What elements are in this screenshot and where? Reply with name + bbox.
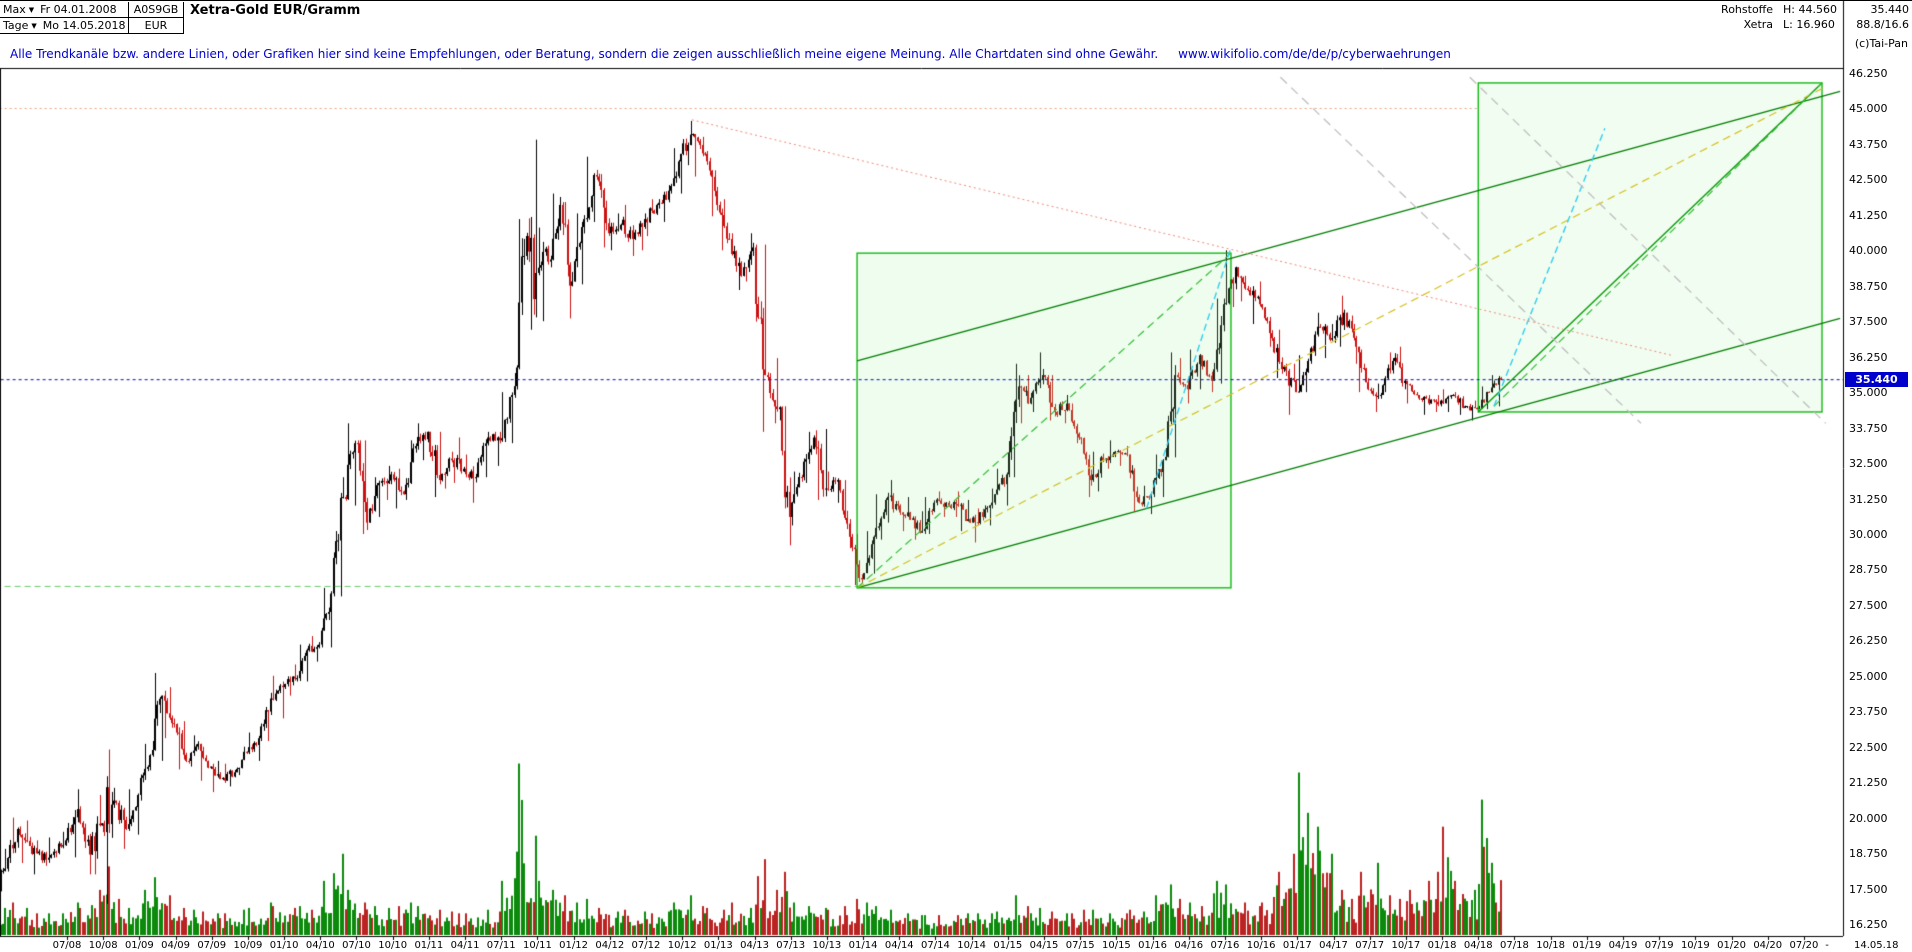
x-axis-label: 04/12 (595, 940, 625, 951)
x-axis-label: 04/17 (1319, 940, 1348, 951)
x-axis-extra-label: - (1825, 940, 1829, 951)
x-axis-label: 07/20 (1789, 940, 1819, 951)
end-date-value[interactable]: Mo 14.05.2018 (42, 19, 126, 32)
currency-label: EUR (129, 18, 183, 34)
last-price-top: 35.440 (1870, 3, 1910, 16)
x-axis-label: 07/12 (631, 940, 661, 951)
x-axis-label: 07/18 (1500, 940, 1529, 951)
exchange-label: Xetra (1743, 18, 1774, 31)
x-axis-label: 10/18 (1536, 940, 1566, 951)
x-axis-label: 10/10 (378, 940, 408, 951)
x-axis-label: 07/17 (1355, 940, 1385, 951)
x-axis-label: 04/11 (450, 940, 480, 951)
x-axis-label: 10/09 (233, 940, 263, 951)
x-axis-label: 10/19 (1680, 940, 1710, 951)
x-axis-label: 10/13 (812, 940, 842, 951)
period-dropdown[interactable]: Tage ▼ Mo 14.05.2018 (0, 18, 128, 34)
x-axis-label: 07/11 (486, 940, 516, 951)
x-axis-label: 10/11 (522, 940, 552, 951)
market-category-label: Rohstoffe (1721, 3, 1774, 16)
x-axis-label: 01/16 (1138, 940, 1167, 951)
disclaimer: Alle Trendkanäle bzw. andere Linien, ode… (10, 47, 1451, 61)
x-axis-label: 01/15 (993, 940, 1023, 951)
range-label: Max (3, 3, 26, 16)
x-axis-label: 07/10 (342, 940, 371, 951)
x-axis-label: 07/16 (1210, 940, 1240, 951)
start-date-value[interactable]: Fr 04.01.2008 (40, 3, 117, 16)
x-axis-label: 01/10 (269, 940, 299, 951)
x-axis-label: 01/14 (848, 940, 878, 951)
chevron-down-icon: ▼ (28, 5, 35, 14)
x-axis-label: 01/17 (1282, 940, 1312, 951)
instrument-title: Xetra-Gold EUR/Gramm (190, 3, 361, 18)
symbol-wkn: A0S9GB (129, 2, 183, 18)
x-axis-label: 04/15 (1029, 940, 1059, 951)
current-price-badge: 35.440 (1845, 371, 1908, 387)
x-axis-label: 04/19 (1608, 940, 1638, 951)
wikifolio-link[interactable]: www.wikifolio.com/de/de/p/cyberwaehrunge… (1178, 47, 1451, 61)
x-axis-label: 07/19 (1644, 940, 1674, 951)
range-dropdown[interactable]: Max ▼ Fr 04.01.2008 (0, 2, 128, 18)
x-axis-label: 07/08 (52, 940, 82, 951)
x-axis-label: 10/14 (957, 940, 987, 951)
x-axis-label: 01/19 (1572, 940, 1602, 951)
chart-controls: Max ▼ Fr 04.01.2008 Tage ▼ Mo 14.05.2018… (0, 2, 184, 34)
x-axis-label: 07/09 (197, 940, 227, 951)
x-axis-label: 07/14 (921, 940, 950, 951)
x-axis-label: 07/13 (776, 940, 806, 951)
quote-info: Rohstoffe H: 44.560 35.440 Xetra L: 16.9… (1721, 2, 1909, 32)
x-axis-label: 10/15 (1101, 940, 1131, 951)
x-axis-label: 01/09 (124, 940, 154, 951)
ratio-value: 88.8/16.6 (1856, 18, 1909, 31)
x-axis-label: 01/12 (559, 940, 588, 951)
x-axis-label: 01/13 (703, 940, 733, 951)
low-value: L: 16.960 (1783, 18, 1835, 31)
x-axis-extra-label: 14.05.18 (1854, 940, 1899, 951)
x-axis-label: 04/20 (1753, 940, 1783, 951)
copyright-label: (c)Tai-Pan (1854, 37, 1908, 50)
x-axis-label: 01/18 (1427, 940, 1457, 951)
chevron-down-icon: ▼ (31, 21, 37, 30)
x-axis-label: 10/08 (88, 940, 118, 951)
time-axis: 07/08 10/08 01/09 04/09 07/09 10/09 01/10 04/10… (0, 940, 1912, 952)
x-axis-label: 04/18 (1463, 940, 1493, 951)
x-axis-label: 04/16 (1174, 940, 1204, 951)
period-label: Tage (3, 19, 29, 32)
high-value: H: 44.560 (1783, 3, 1837, 16)
x-axis-label: 10/17 (1391, 940, 1421, 951)
x-axis-label: 04/09 (161, 940, 190, 951)
disclaimer-text: Alle Trendkanäle bzw. andere Linien, ode… (10, 47, 1159, 61)
header-bar: Max ▼ Fr 04.01.2008 Tage ▼ Mo 14.05.2018… (0, 2, 1912, 35)
x-axis-label: 04/13 (740, 940, 769, 951)
x-axis-label: 10/12 (667, 940, 697, 951)
x-axis-label: 04/10 (305, 940, 335, 951)
x-axis-label: 10/16 (1246, 940, 1276, 951)
x-axis-label: 07/15 (1065, 940, 1095, 951)
x-axis-label: 01/20 (1717, 940, 1746, 951)
x-axis-label: 01/11 (414, 940, 444, 951)
x-axis-label: 04/14 (884, 940, 914, 951)
